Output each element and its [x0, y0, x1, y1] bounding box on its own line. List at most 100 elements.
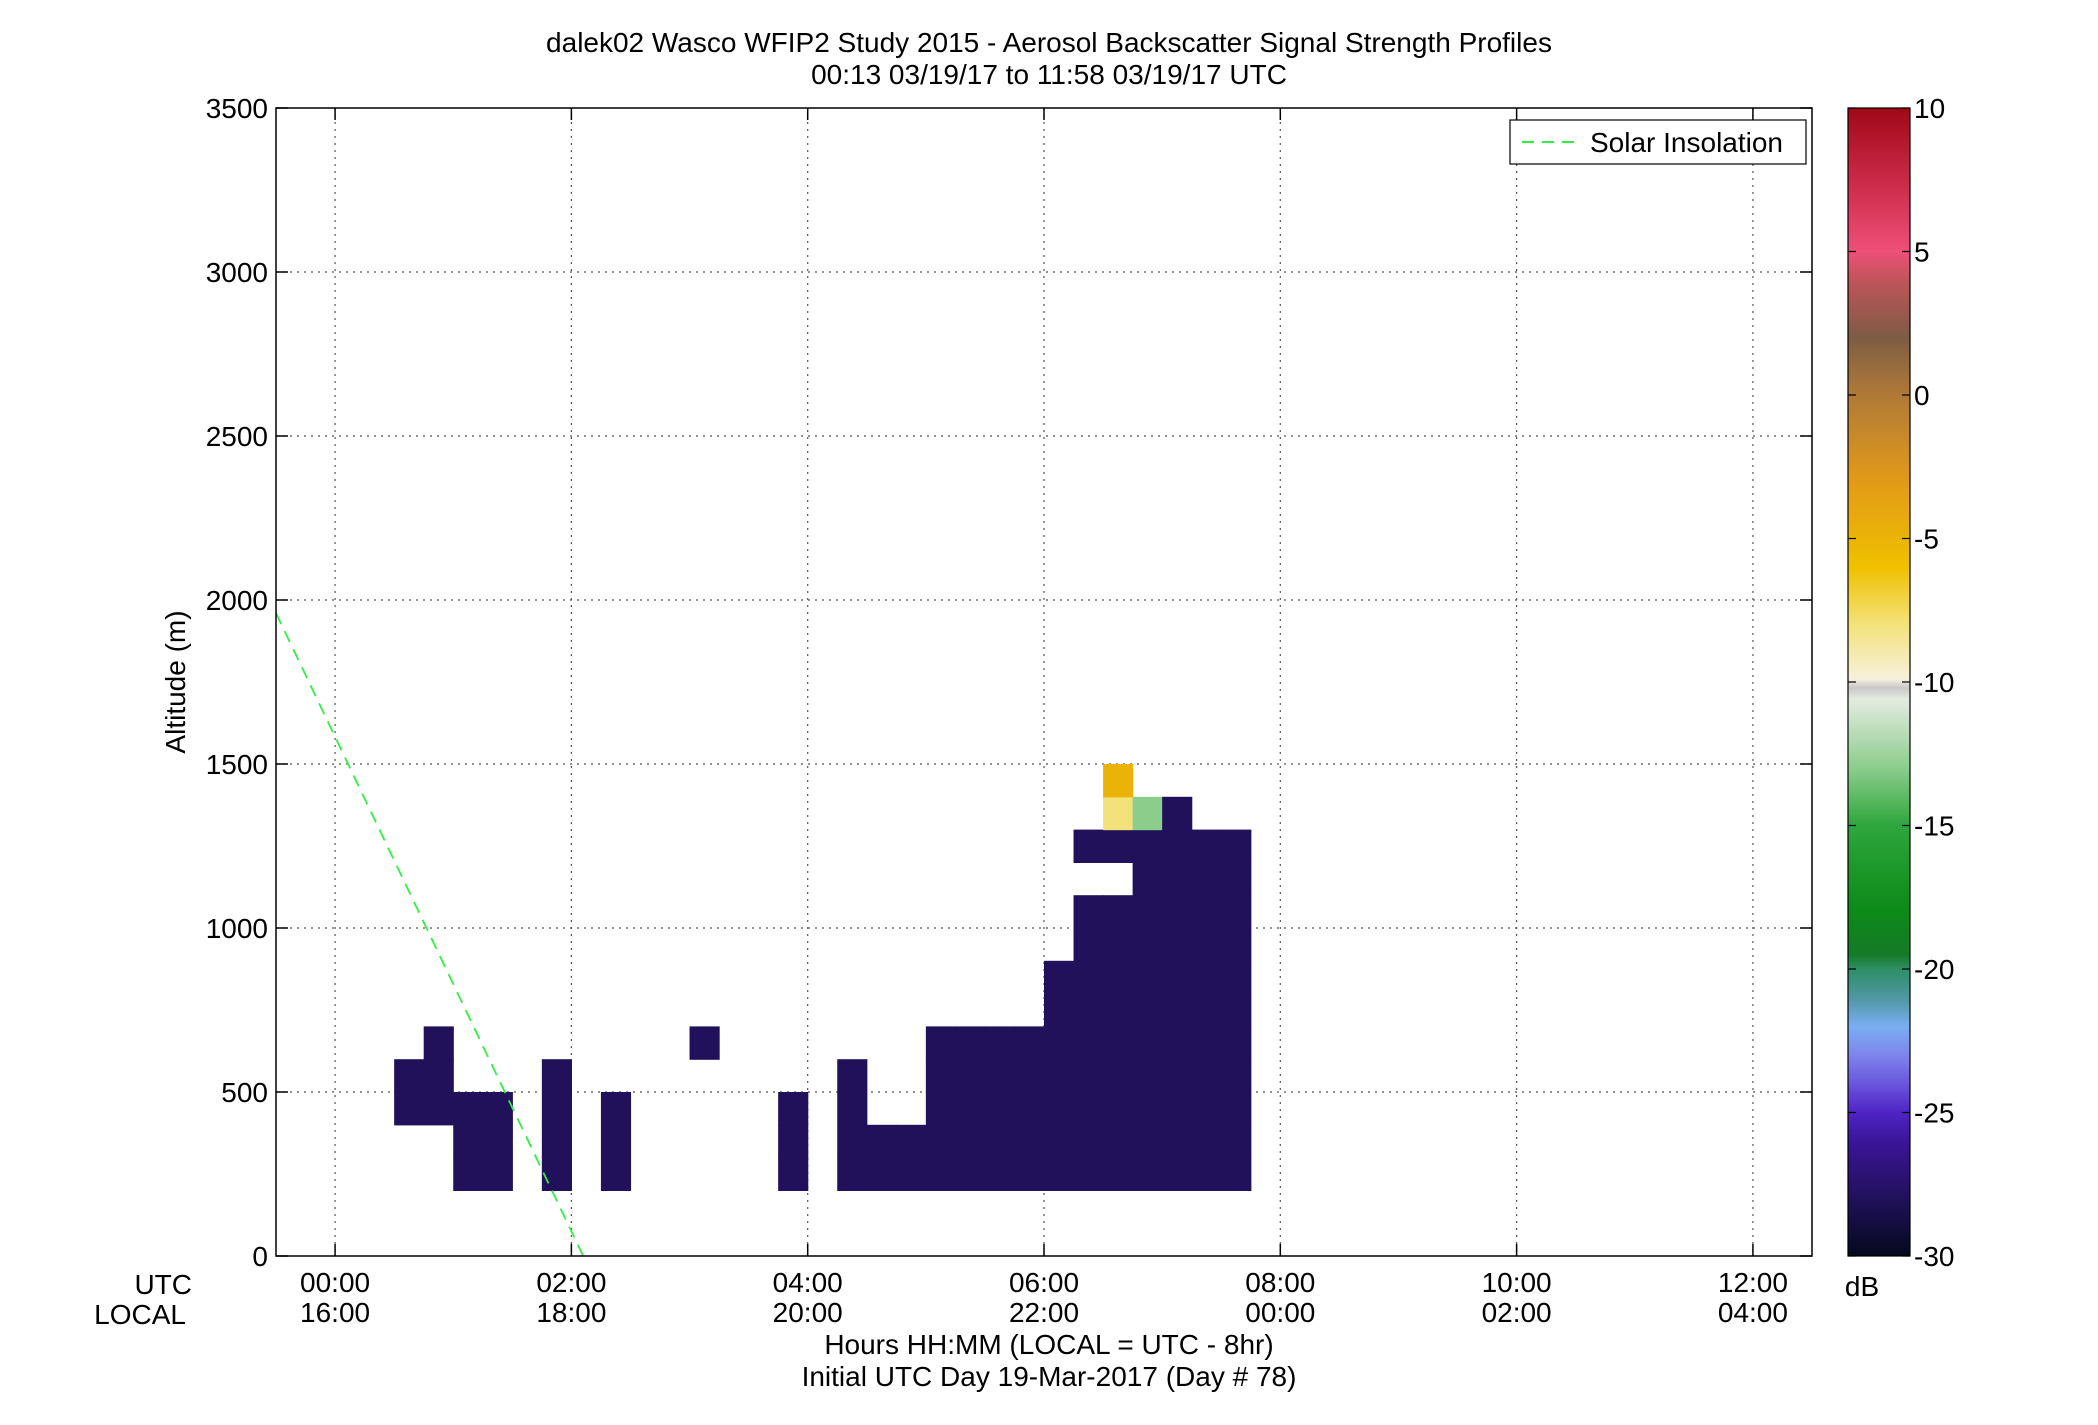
heatmap-cell	[955, 1124, 986, 1159]
colorbar-tick-label: -30	[1914, 1241, 1954, 1272]
heatmap-cell	[1132, 862, 1163, 896]
colorbar-tick-label: 5	[1914, 237, 1930, 268]
colorbar-ticks: -30 -25 -20 -15 -10 -5 0 5 10	[1848, 93, 1954, 1272]
y-tick-label: 3500	[206, 93, 268, 124]
x-tick-label-local: 00:00	[1245, 1297, 1315, 1328]
heatmap-cells	[394, 764, 1252, 1191]
heatmap-cell	[1132, 928, 1163, 962]
heatmap-cell	[1103, 1124, 1134, 1159]
heatmap-cell	[837, 1059, 868, 1093]
heatmap-cell	[1162, 796, 1193, 831]
heatmap-cell	[925, 1026, 956, 1060]
heatmap-cell	[1132, 796, 1163, 831]
heatmap-cell	[896, 1157, 927, 1191]
heatmap-cell	[600, 1157, 632, 1191]
heatmap-cell	[1191, 1124, 1222, 1159]
y-tick-label: 0	[252, 1241, 268, 1272]
colorbar-tick-label: -10	[1914, 667, 1954, 698]
x-axis-label: Hours HH:MM (LOCAL = UTC - 8hr)	[824, 1329, 1273, 1360]
heatmap-cell	[925, 1124, 956, 1159]
heatmap-cell	[1221, 895, 1252, 929]
y-tick-label: 500	[221, 1077, 268, 1108]
heatmap-cell	[1221, 862, 1252, 896]
heatmap-cell	[1191, 1059, 1222, 1093]
heatmap-cell	[1103, 1026, 1134, 1060]
heatmap-cell	[1162, 1124, 1193, 1159]
heatmap-cell	[1191, 1092, 1222, 1126]
legend: Solar Insolation	[1509, 119, 1807, 165]
heatmap-cell	[394, 1059, 425, 1093]
heatmap-cell	[896, 1124, 927, 1159]
y-tick-label: 2500	[206, 421, 268, 452]
heatmap-cell	[1221, 1059, 1252, 1093]
x-axis-label-2: Initial UTC Day 19-Mar-2017 (Day # 78)	[802, 1361, 1297, 1392]
heatmap-cell	[1221, 1026, 1252, 1060]
heatmap-cell	[1073, 960, 1104, 995]
heatmap-cell	[984, 1157, 1016, 1191]
heatmap-cell	[1162, 1157, 1193, 1191]
heatmap-cell	[1191, 895, 1222, 929]
heatmap-cell	[1014, 1157, 1045, 1191]
heatmap-cell	[1162, 862, 1193, 896]
heatmap-cell	[1073, 1026, 1104, 1060]
heatmap-cell	[1103, 764, 1134, 798]
heatmap-cell	[866, 1157, 897, 1191]
heatmap-cell	[1073, 993, 1104, 1027]
legend-label-solar: Solar Insolation	[1590, 127, 1783, 158]
heatmap-cell	[482, 1092, 513, 1126]
heatmap-cell	[600, 1124, 632, 1159]
heatmap-cell	[1221, 1157, 1252, 1191]
heatmap-cell	[1103, 993, 1134, 1027]
heatmap-cell	[1044, 1026, 1075, 1060]
heatmap-cell	[1162, 1026, 1193, 1060]
heatmap-cell	[1044, 1157, 1075, 1191]
x-tick-label-utc: 10:00	[1482, 1267, 1552, 1298]
heatmap-cell	[1103, 1092, 1134, 1126]
heatmap-cell	[1103, 928, 1134, 962]
heatmap-cell	[1132, 1026, 1163, 1060]
colorbar	[1847, 107, 1911, 1257]
heatmap-cell	[837, 1092, 868, 1126]
heatmap-cell	[1044, 993, 1075, 1027]
heatmap-cell	[1191, 993, 1222, 1027]
grid	[276, 108, 1812, 1256]
heatmap-cell	[541, 1157, 572, 1191]
legend-box	[1509, 119, 1807, 165]
heatmap-cell	[541, 1092, 572, 1126]
heatmap-cell	[984, 1124, 1016, 1159]
heatmap-cell	[778, 1124, 809, 1159]
heatmap-cell	[955, 1157, 986, 1191]
heatmap-cell	[482, 1157, 513, 1191]
heatmap-cell	[1162, 829, 1193, 863]
x-tick-label-utc: 12:00	[1718, 1267, 1788, 1298]
heatmap-cell	[1132, 993, 1163, 1027]
heatmap-cell	[837, 1124, 868, 1159]
heatmap-cell	[689, 1026, 720, 1060]
heatmap-cell	[778, 1092, 809, 1126]
y-tick-label: 3000	[206, 257, 268, 288]
heatmap-cell	[837, 1157, 868, 1191]
heatmap-cell	[1191, 1157, 1222, 1191]
heatmap-cell	[1162, 895, 1193, 929]
heatmap-cell	[925, 1157, 956, 1191]
heatmap-cell	[1103, 895, 1134, 929]
heatmap-cell	[1221, 829, 1252, 863]
x-tick-label-local: 20:00	[773, 1297, 843, 1328]
colorbar-tick-label: 0	[1914, 380, 1930, 411]
colorbar-tick-label: -15	[1914, 811, 1954, 842]
y-axis-label: Altitude (m)	[160, 610, 191, 753]
heatmap-cell	[1014, 1026, 1045, 1060]
heatmap-cell	[1221, 960, 1252, 995]
y-tick-label: 1000	[206, 913, 268, 944]
heatmap-cell	[1073, 1157, 1104, 1191]
heatmap-cell	[1073, 1059, 1104, 1093]
x-tick-label-utc: 02:00	[536, 1267, 606, 1298]
heatmap-cell	[1014, 1059, 1045, 1093]
heatmap-cell	[1073, 1092, 1104, 1126]
heatmap-cell	[1221, 993, 1252, 1027]
heatmap-cell	[1044, 1124, 1075, 1159]
heatmap-cell	[925, 1059, 956, 1093]
heatmap-cell	[1132, 895, 1163, 929]
x-tick-label-utc: 08:00	[1245, 1267, 1315, 1298]
heatmap-cell	[1073, 928, 1104, 962]
